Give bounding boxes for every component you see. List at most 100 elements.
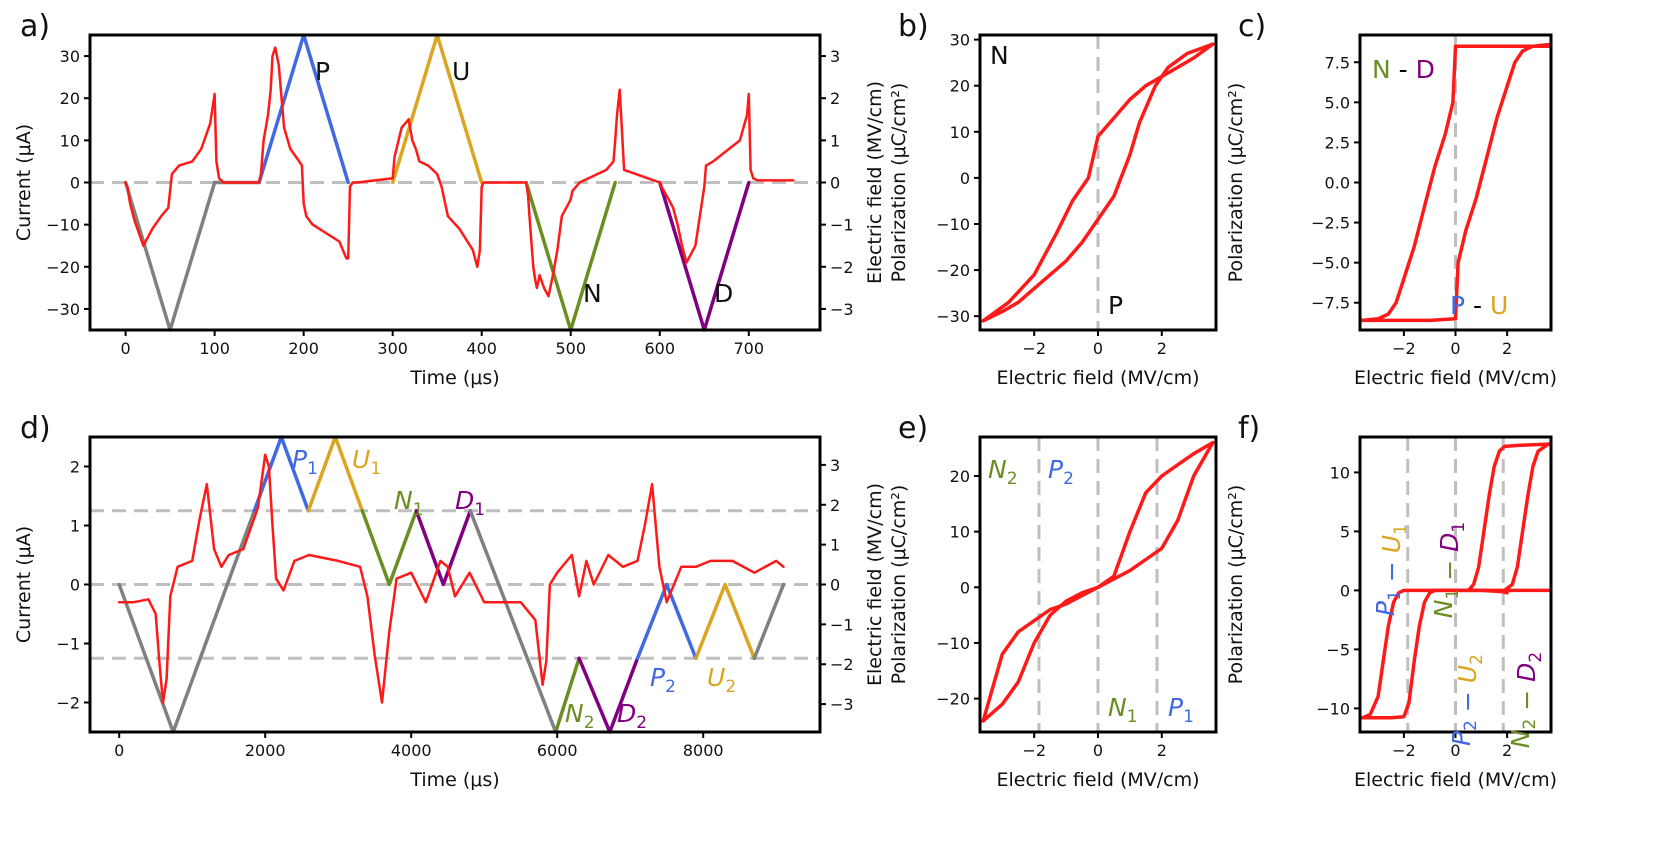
y2-tick-label: 1 [830,131,840,150]
y2-axis-label: Electric field (MV/cm) [864,483,886,686]
annotation-subscript: 1 [1127,707,1138,727]
annotation-P: P [1108,291,1123,320]
y-tick-label: 20 [60,89,80,108]
annotation-subscript: 1 [1183,707,1194,727]
y2-tick-label: −2 [830,258,854,277]
y-tick-label: 5.0 [1325,93,1350,112]
y-tick-label: 0.0 [1325,174,1350,193]
y-tick-label: 0 [70,576,80,595]
x-axis-label: Time (μs) [409,769,499,791]
y-axis-label: Current (μA) [13,526,35,643]
y-tick-label: −10 [936,634,970,653]
y2-tick-label: −1 [830,216,854,235]
y-tick-label: −2.5 [1311,214,1350,233]
annotation-subscript: 1 [413,500,424,520]
y2-tick-label: 2 [830,89,840,108]
y-tick-label: −20 [46,258,80,277]
annotation-U: U [452,57,470,86]
y-axis-label: Polarization (μC/cm²) [1225,83,1247,283]
annotation-part: D [1512,663,1541,682]
annotation-rotated: N1 − D1 [1429,522,1469,618]
field-segment-P2 [638,585,696,659]
annotation-U1: U1 [352,445,381,479]
y2-tick-label: 0 [830,576,840,595]
panel-a: 0 100 200 300 400 500 600 700−30−20−100102030−3… [13,9,886,389]
x-tick-label: 600 [644,339,675,358]
x-axis-label: Electric field (MV/cm) [996,367,1199,389]
annotation-subscript: 1 [307,459,318,479]
annotation-subscript: 2 [584,713,595,733]
y-axis-label: Polarization (μC/cm²) [1225,485,1247,685]
annotation-subscript: 2 [636,713,647,733]
annotation-subscript: 1 [1449,522,1469,533]
annotation-N1: N1 [394,486,424,520]
annotation-subscript: 2 [1520,719,1540,730]
field-segment-D1 [416,511,470,585]
y-tick-label: 10 [1330,463,1350,482]
y-tick-label: 5 [1340,522,1350,541]
y-tick-label: 10 [950,123,970,142]
annotation-part: P [1168,693,1184,722]
x-axis-label: Electric field (MV/cm) [1354,769,1557,791]
x-tick-label: 0 [1450,339,1460,358]
annotation-part: U [1377,535,1406,553]
x-tick-label: 4000 [391,741,432,760]
y-tick-label: 10 [60,131,80,150]
annotation-subscript: 2 [1461,720,1481,731]
y-tick-label: −5 [1326,640,1350,659]
panel-d: 0 2000 4000 6000 8000 −2 −1 0 1 2 −3 −2 −1 0 1 2 3 d) Time… [13,411,886,791]
annotation-part: U [1453,665,1482,683]
annotation-U2: U2 [707,663,736,697]
annotation-subscript: 1 [1385,590,1405,601]
y-tick-label: −30 [936,307,970,326]
annotation-part: P [650,663,666,692]
annotation-part: U [707,663,725,692]
loop-branch [1468,444,1548,590]
x-tick-label: 500 [555,339,586,358]
field-segment-U2 [696,585,754,659]
x-axis-label: Time (μs) [409,367,499,389]
y2-tick-label: 0 [830,174,840,193]
annotation-N2: N2 [565,699,595,733]
y2-tick-label: 1 [830,536,840,555]
x-tick-label: −2 [1022,339,1046,358]
annotation-N: N [990,41,1009,70]
x-tick-label: 300 [377,339,408,358]
y2-tick-label: −1 [830,615,854,634]
y2-tick-label: 2 [830,496,840,515]
annotation-part: − [1512,682,1541,719]
annotation-subscript: 2 [725,677,736,697]
annotation-P-U: P - U [1450,291,1508,320]
annotation-part: U [1490,291,1508,320]
y-tick-label: 20 [950,467,970,486]
x-tick-label: 6000 [537,741,578,760]
panel-label: a) [20,9,50,44]
figure: 0 100 200 300 400 500 600 700−30−20−100102030−3… [0,0,1661,854]
y-tick-label: −30 [46,300,80,319]
annotation-part: N [1429,599,1458,618]
y-tick-label: −10 [1316,699,1350,718]
annotation-subscript: 2 [1467,654,1487,665]
annotation-part: N [394,486,413,515]
x-tick-label: 0 [114,741,124,760]
annotation-part: N [1108,693,1127,722]
x-tick-label: −2 [1392,741,1416,760]
y2-tick-label: 3 [830,47,840,66]
annotation-part: D [1435,533,1464,552]
field-segment-ramp [119,511,254,732]
loop-branch [1505,444,1549,590]
x-tick-label: 2 [1502,339,1512,358]
current-trace [119,455,783,703]
x-tick-label: 2 [1157,339,1167,358]
y-tick-label: 0 [70,174,80,193]
y2-tick-label: 3 [830,456,840,475]
y-tick-label: −20 [936,690,970,709]
annotation-P1: P1 [292,445,318,479]
annotation-subscript: 1 [474,500,485,520]
x-tick-label: −2 [1022,741,1046,760]
y-tick-label: 30 [60,47,80,66]
annotation-part: N [1506,729,1535,748]
y-tick-label: 7.5 [1325,53,1350,72]
